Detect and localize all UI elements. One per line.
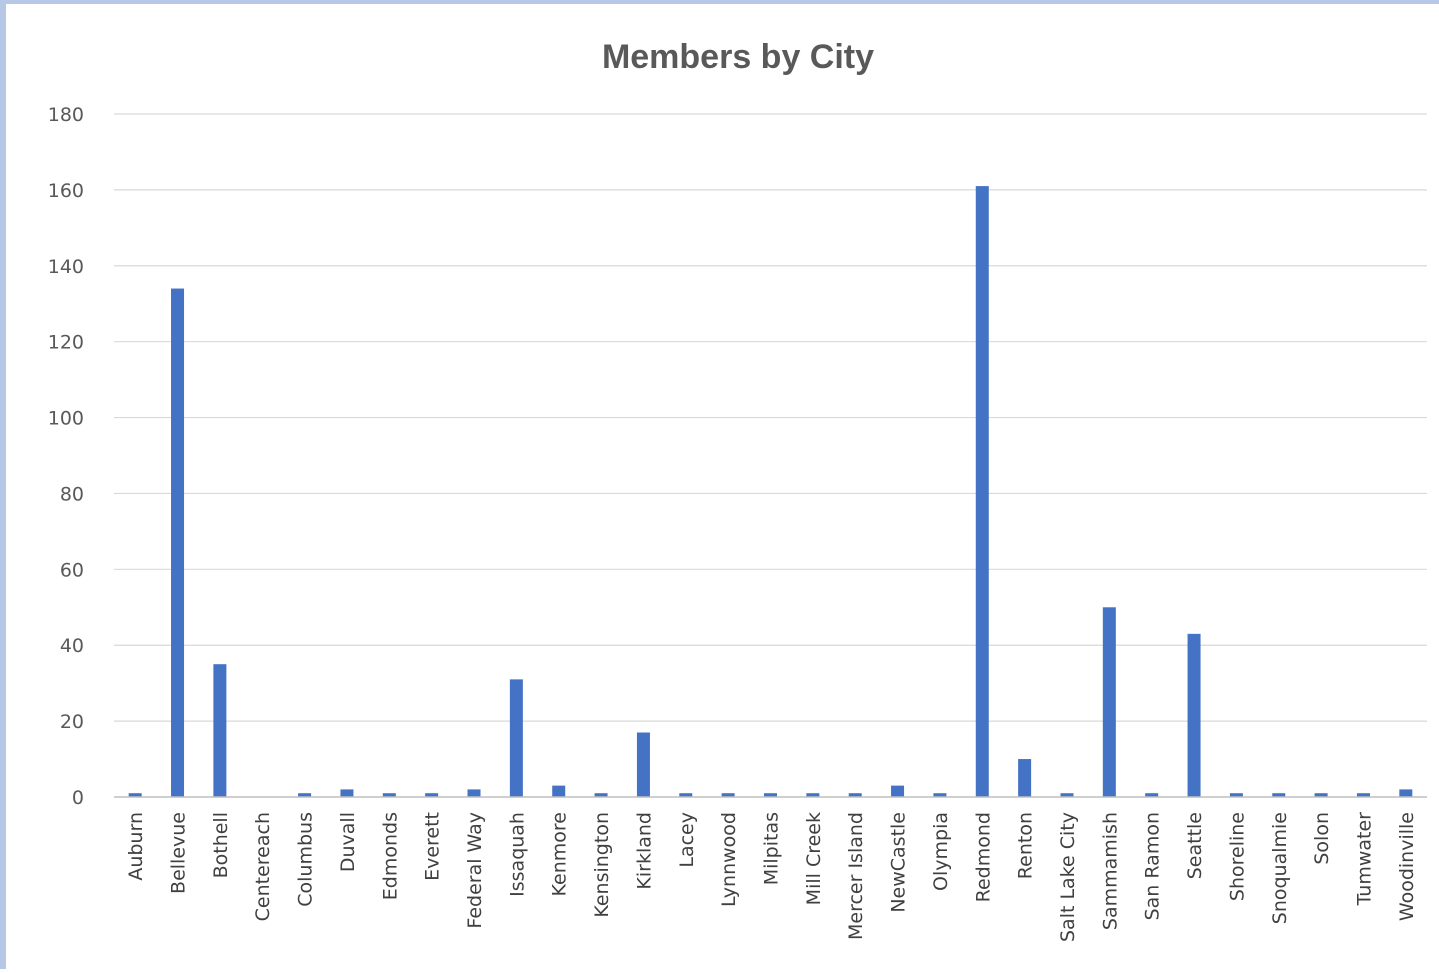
bar	[552, 785, 566, 797]
bar-chart: Members by City 0 20 40 60 80 100 120 140 160 180…	[48, 38, 1427, 942]
bar	[975, 186, 989, 797]
bar	[721, 793, 735, 797]
y-tick-label: 0	[72, 787, 84, 809]
bar	[1187, 633, 1201, 797]
y-tick-label: 160	[48, 180, 84, 202]
bar	[1018, 759, 1032, 797]
y-tick-label: 20	[60, 711, 84, 733]
bar	[1102, 607, 1116, 797]
x-category-label: NewCastle	[888, 812, 910, 913]
x-category-label: Bothell	[210, 812, 232, 878]
x-category-label: Olympia	[930, 812, 952, 891]
y-tick-label: 120	[48, 332, 84, 354]
bar	[128, 793, 142, 797]
chart-title: Members by City	[602, 38, 874, 76]
x-category-label: Mercer Island	[845, 812, 867, 940]
bar	[891, 785, 905, 797]
x-category-label: Mill Creek	[803, 812, 825, 905]
bar	[848, 793, 862, 797]
x-category-label: Everett	[422, 812, 444, 881]
x-category-label: San Ramon	[1142, 812, 1164, 920]
x-category-label: Federal Way	[464, 812, 486, 929]
y-tick-label: 80	[60, 483, 84, 505]
gridlines	[114, 113, 1427, 722]
bar	[764, 793, 777, 797]
x-category-label: Seattle	[1184, 812, 1206, 879]
bar	[171, 288, 185, 797]
x-category-label: Sammamish	[1099, 812, 1121, 930]
bar	[933, 793, 947, 797]
bar	[1229, 793, 1243, 797]
bar	[425, 793, 439, 797]
bar	[679, 793, 693, 797]
x-category-label: Salt Lake City	[1057, 812, 1079, 942]
y-tick-label: 100	[48, 408, 84, 430]
bar	[1060, 793, 1074, 797]
x-axis-labels: Auburn Bellevue Bothell Centereach Columbus D…	[125, 812, 1418, 942]
x-category-label: Renton	[1015, 812, 1037, 879]
bar	[1145, 793, 1159, 797]
x-category-label: Bellevue	[168, 812, 190, 894]
bar	[1272, 793, 1286, 797]
x-category-label: Lacey	[676, 812, 698, 868]
bar	[806, 793, 820, 797]
y-tick-label: 40	[60, 635, 84, 657]
y-tick-label: 180	[48, 104, 84, 126]
bar	[213, 664, 227, 797]
bar	[340, 789, 354, 797]
x-category-label: Auburn	[125, 812, 147, 881]
x-category-label: Shoreline	[1226, 812, 1248, 901]
x-category-label: Snoqualmie	[1269, 812, 1291, 924]
x-category-label: Kensington	[591, 812, 613, 918]
x-category-label: Tumwater	[1353, 812, 1375, 907]
y-axis-ticks: 0 20 40 60 80 100 120 140 160 180	[48, 104, 84, 809]
bar	[636, 732, 650, 797]
x-category-label: Redmond	[972, 812, 994, 902]
bar	[509, 679, 523, 797]
x-category-label: Kenmore	[549, 812, 571, 896]
bar	[1356, 793, 1370, 797]
y-tick-label: 140	[48, 256, 84, 278]
bar	[594, 793, 608, 797]
bar	[298, 793, 312, 797]
x-category-label: Duvall	[337, 812, 359, 872]
x-category-label: Edmonds	[379, 812, 401, 900]
bars	[128, 186, 1413, 797]
x-category-label: Lynnwood	[718, 812, 740, 907]
x-category-label: Woodinville	[1396, 812, 1418, 921]
x-category-label: Centereach	[252, 812, 274, 921]
x-category-label: Issaquah	[506, 812, 528, 897]
bar	[1399, 789, 1413, 797]
bar	[467, 789, 481, 797]
bar	[382, 793, 396, 797]
y-tick-label: 60	[60, 559, 84, 581]
x-category-label: Milpitas	[761, 812, 783, 885]
x-category-label: Columbus	[295, 812, 317, 907]
bar	[1314, 793, 1328, 797]
x-category-label: Solon	[1311, 812, 1333, 865]
x-category-label: Kirkland	[633, 812, 655, 890]
